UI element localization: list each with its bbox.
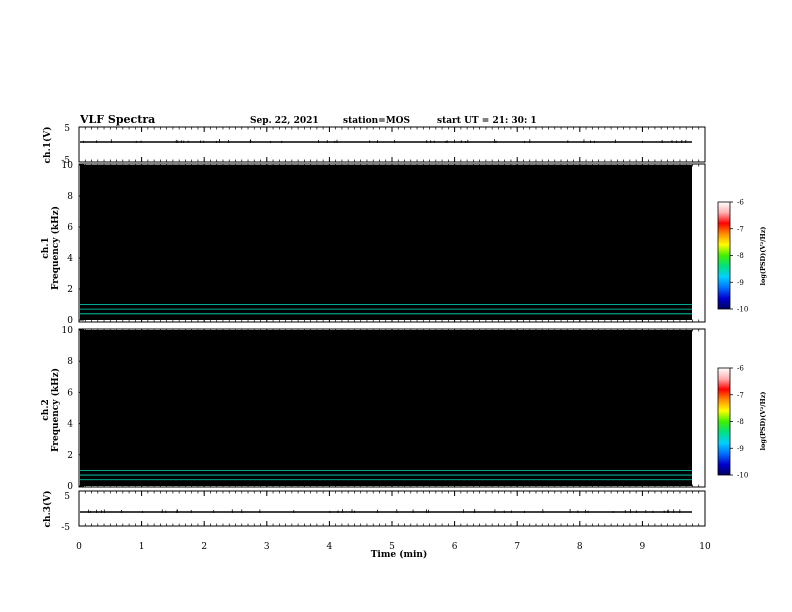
ch1-ytick-bottom: -5 bbox=[61, 156, 70, 166]
spectrogram-ytick-label: 10 bbox=[62, 161, 74, 171]
ch1-frequency-ylabel: Frequency (kHz) bbox=[50, 206, 61, 290]
figure-title: VLF Spectra bbox=[79, 113, 155, 126]
ch2-spectrogram-bg bbox=[80, 330, 692, 486]
spectrogram-ytick-label: 0 bbox=[67, 316, 73, 326]
date-label: Sep. 22, 2021 bbox=[250, 116, 319, 126]
ch1-voltage-ylabel: ch.1(V) bbox=[42, 127, 53, 164]
ch1-voltage-panel: 5 -5 ch.1(V) bbox=[42, 124, 706, 166]
ch1-ytick-top: 5 bbox=[64, 124, 70, 134]
spectrogram-ytick-label: 2 bbox=[67, 285, 73, 295]
ch1-spectrogram-ylabel: ch.1 bbox=[41, 237, 51, 258]
ch1-voltage-frame bbox=[78, 126, 706, 163]
spectrogram-ytick-label: 8 bbox=[67, 192, 73, 202]
start-time-label: start UT = 21: 30: 1 bbox=[437, 116, 537, 126]
spectrogram-ytick-label: 4 bbox=[67, 254, 73, 264]
ch2-spectrogram bbox=[80, 469, 692, 481]
ch1-spectrogram bbox=[80, 304, 692, 315]
station-label: station=MOS bbox=[343, 116, 410, 126]
ch1-spectrogram-bg bbox=[80, 165, 692, 320]
ch1-spectrogram-panel: 0 2 4 6 8 10 ch.1 Frequency (kHz) bbox=[41, 161, 706, 326]
spectrogram-ytick-label: 6 bbox=[67, 223, 73, 233]
